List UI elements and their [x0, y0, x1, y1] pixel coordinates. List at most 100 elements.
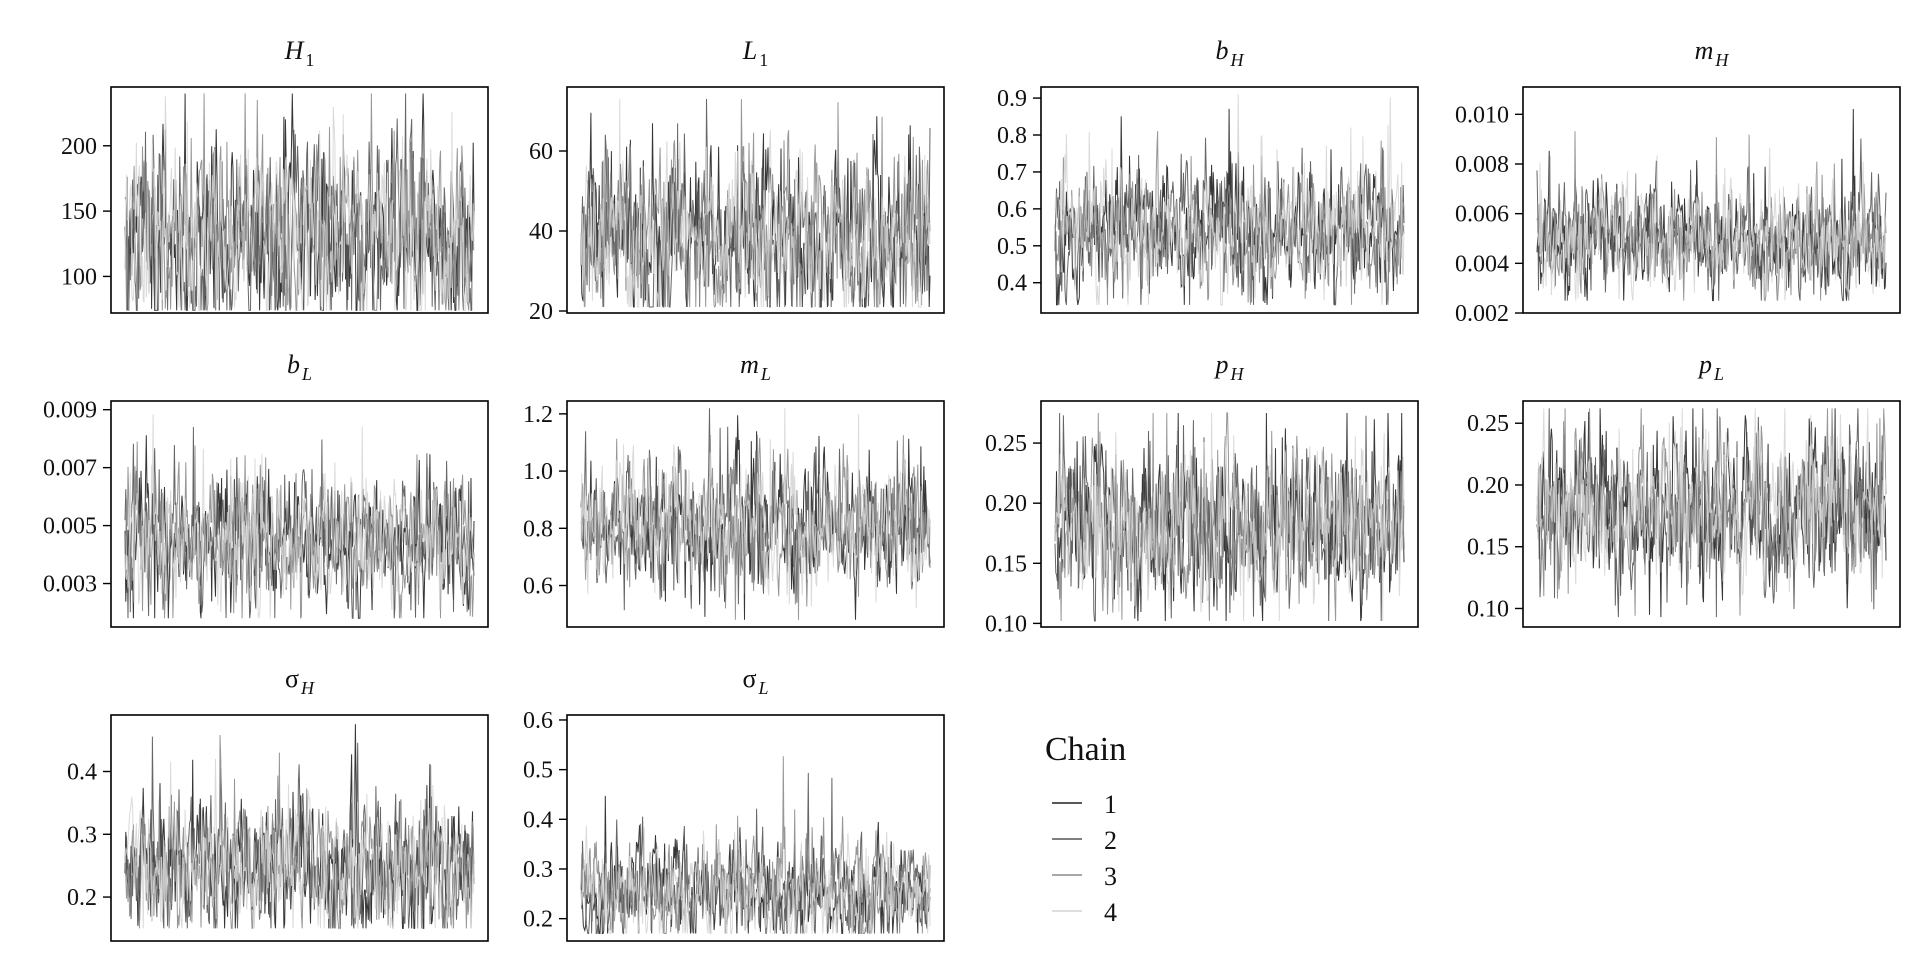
ytick-label-m-L-0: 0.6 [523, 574, 553, 600]
panel-frame-sigma-L [566, 714, 945, 942]
trace-panels: H 1 100 150 200 L 1 20 40 60 b H 0.4 0.5 0.6 0.7 0.8 0.9 m… [43, 36, 1901, 942]
ytick-label-m-H-2: 0.006 [1455, 202, 1509, 228]
traces-p-H [1054, 412, 1405, 622]
panel-frame-b-L [110, 400, 489, 628]
trace-chain-3-m-L [580, 434, 931, 620]
ytick-label-b-L-2: 0.007 [43, 456, 97, 482]
panel-sigma-L: σ L 0.2 0.3 0.4 0.5 0.6 [523, 664, 945, 942]
panel-frame-L-1 [566, 86, 945, 314]
trace-chain-4-H-1 [124, 96, 475, 311]
panel-sigma-H: σ H 0.2 0.3 0.4 [67, 664, 489, 942]
ytick-label-L-1-0: 20 [529, 299, 553, 325]
ytick-label-m-H-3: 0.008 [1455, 152, 1509, 178]
ytick-label-p-L-1: 0.15 [1467, 535, 1509, 561]
traces-m-H [1536, 108, 1887, 302]
ytick-label-p-H-0: 0.10 [985, 611, 1027, 637]
panel-H-1: H 1 100 150 200 [61, 36, 489, 314]
panel-p-H: p H 0.10 0.15 0.20 0.25 [985, 350, 1419, 637]
ytick-label-sigma-L-1: 0.3 [523, 857, 553, 883]
ytick-label-H-1-2: 200 [61, 134, 97, 160]
legend-label-chain-2: 2 [1104, 826, 1117, 855]
ytick-label-b-H-1: 0.5 [997, 234, 1027, 260]
panel-frame-m-L [566, 400, 945, 628]
legend-entry-3: 3 [1052, 862, 1117, 891]
panel-frame-p-L [1522, 400, 1901, 628]
traces-m-L [580, 408, 931, 620]
legend-entry-1: 1 [1052, 790, 1117, 819]
panel-m-H: m H 0.002 0.004 0.006 0.008 0.010 [1455, 36, 1901, 327]
trace-chain-4-b-H [1054, 94, 1405, 306]
ytick-label-m-H-0: 0.002 [1455, 301, 1509, 327]
ytick-label-sigma-L-4: 0.6 [523, 708, 553, 734]
ytick-label-L-1-2: 60 [529, 139, 553, 165]
ytick-label-sigma-L-2: 0.4 [523, 807, 553, 833]
traces-L-1 [580, 98, 931, 309]
ytick-label-m-H-4: 0.010 [1455, 102, 1509, 128]
ytick-label-H-1-1: 150 [61, 199, 97, 225]
ytick-label-m-L-2: 1.0 [523, 459, 553, 485]
ytick-label-p-L-0: 0.10 [1467, 596, 1509, 622]
legend-entry-2: 2 [1052, 826, 1117, 855]
trace-chain-4-sigma-L [580, 826, 931, 935]
ytick-label-b-L-0: 0.003 [43, 572, 97, 598]
trace-chain-4-p-L [1536, 408, 1887, 597]
ytick-label-m-L-1: 0.8 [523, 516, 553, 542]
ytick-label-m-L-3: 1.2 [523, 402, 553, 428]
panel-b-L: b L 0.003 0.005 0.007 0.009 [43, 350, 489, 628]
chain-legend: Chain 1 2 3 4 [1045, 731, 1126, 927]
panel-frame-m-H [1522, 86, 1901, 314]
legend-title: Chain [1045, 731, 1126, 768]
trace-chain-4-b-L [124, 414, 475, 619]
ytick-label-b-H-3: 0.7 [997, 160, 1027, 186]
traces-b-H [1054, 94, 1405, 306]
traces-sigma-L [580, 756, 931, 935]
ytick-label-sigma-H-2: 0.4 [67, 760, 97, 786]
trace-chain-4-p-H [1054, 412, 1405, 622]
ytick-label-p-H-2: 0.20 [985, 491, 1027, 517]
panel-frame-sigma-H [110, 714, 489, 942]
ytick-label-b-H-4: 0.8 [997, 123, 1027, 149]
ytick-label-b-L-3: 0.009 [43, 398, 97, 424]
panel-b-H: b H 0.4 0.5 0.6 0.7 0.8 0.9 [997, 36, 1419, 314]
ytick-label-b-L-1: 0.005 [43, 514, 97, 540]
panel-frame-b-H [1040, 86, 1419, 314]
traces-p-L [1536, 408, 1887, 618]
panel-L-1: L 1 20 40 60 [529, 36, 945, 325]
trace-chain-3-H-1 [124, 93, 475, 312]
panel-m-L: m L 0.6 0.8 1.0 1.2 [523, 350, 945, 628]
ytick-label-b-H-0: 0.4 [997, 271, 1027, 297]
trace-chain-4-L-1 [580, 99, 931, 308]
ytick-label-sigma-L-0: 0.2 [523, 907, 553, 933]
ytick-label-sigma-L-3: 0.5 [523, 758, 553, 784]
legend-entry-4: 4 [1052, 898, 1117, 927]
trace-chain-4-m-H [1536, 147, 1887, 301]
ytick-label-p-L-2: 0.20 [1467, 473, 1509, 499]
ytick-label-L-1-1: 40 [529, 219, 553, 245]
trace-chain-4-m-L [580, 408, 931, 609]
ytick-label-b-H-5: 0.9 [997, 86, 1027, 112]
legend-label-chain-3: 3 [1104, 862, 1117, 891]
ytick-label-p-H-3: 0.25 [985, 431, 1027, 457]
ytick-label-sigma-H-1: 0.3 [67, 822, 97, 848]
ytick-label-p-H-1: 0.15 [985, 551, 1027, 577]
ytick-label-b-H-2: 0.6 [997, 197, 1027, 223]
ytick-label-H-1-0: 100 [61, 264, 97, 290]
panel-frame-p-H [1040, 400, 1419, 628]
legend-label-chain-1: 1 [1104, 790, 1117, 819]
ytick-label-sigma-H-0: 0.2 [67, 885, 97, 911]
trace-chain-4-sigma-H [124, 758, 475, 929]
traces-sigma-H [124, 724, 475, 930]
legend-label-chain-4: 4 [1104, 898, 1117, 927]
panel-p-L: p L 0.10 0.15 0.20 0.25 [1467, 350, 1901, 628]
ytick-label-p-L-3: 0.25 [1467, 411, 1509, 437]
